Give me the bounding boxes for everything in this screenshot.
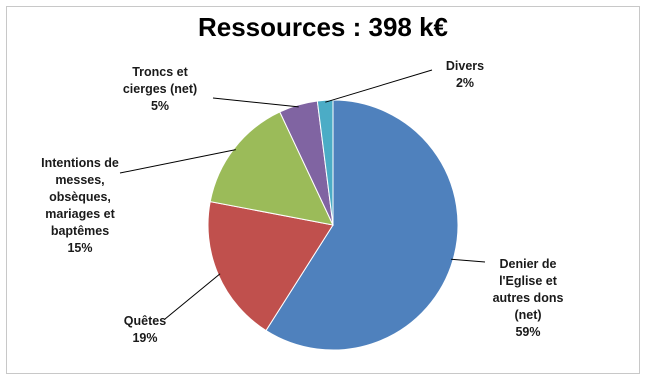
leader-line	[212, 97, 299, 108]
slice-label: Denier de l'Eglise et autres dons (net) 59%	[493, 257, 564, 339]
slice-label: Intentions de messes, obsèques, mariages et…	[41, 156, 119, 255]
leader-line	[119, 149, 236, 174]
slice-label: Troncs et cierges (net) 5%	[123, 65, 197, 113]
leader-line	[164, 273, 221, 320]
pie-slice	[209, 111, 334, 226]
leader-line	[451, 258, 486, 263]
chart-title: Ressources : 398 k€	[197, 12, 449, 42]
slice-label: Quêtes 19%	[124, 314, 166, 345]
leader-line	[325, 69, 433, 103]
slice-label: Divers 2%	[446, 59, 484, 90]
